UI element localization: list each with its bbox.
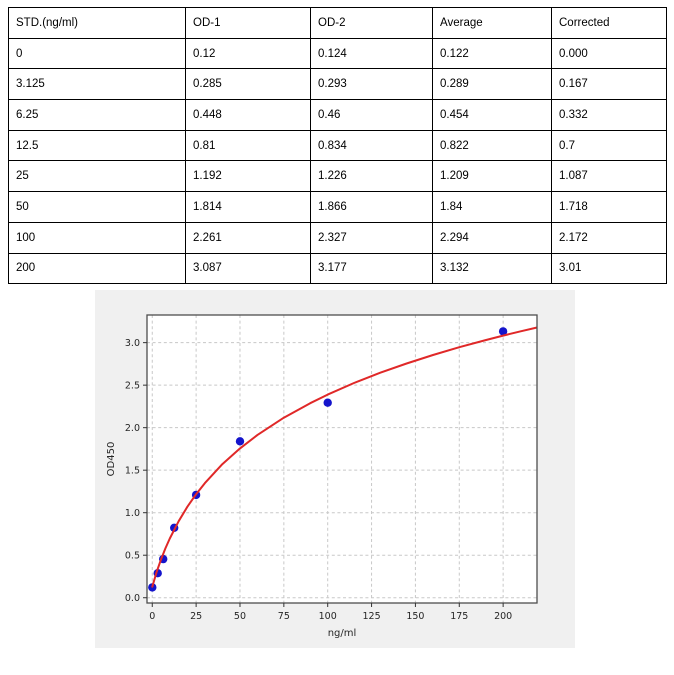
table-cell: 1.226 [310, 160, 433, 193]
table-cell: 2.172 [551, 221, 667, 254]
fitted-curve-line [151, 326, 538, 588]
y-axis-label: OD450 [106, 442, 117, 477]
table-cell: 3.132 [432, 252, 552, 285]
table-header-cell: OD-2 [310, 7, 433, 39]
y-tick-label: 3.0 [125, 338, 140, 349]
table-header-cell: OD-1 [185, 7, 311, 39]
table-row: 6.25 0.448 0.46 0.454 0.332 [8, 99, 667, 131]
table-row: 25 1.192 1.226 1.209 1.087 [8, 160, 667, 193]
table-cell: 100 [8, 221, 186, 254]
x-tick-label: 75 [278, 611, 290, 622]
x-tick-label: 175 [450, 611, 468, 622]
table-cell: 6.25 [8, 99, 186, 131]
y-tick-label: 1.0 [125, 508, 140, 519]
table-cell: 1.814 [185, 191, 311, 223]
standards-table-body: 0 0.12 0.124 0.122 0.000 3.125 0.285 0.293 0.289… [8, 37, 667, 285]
plot-area [147, 315, 537, 603]
x-tick-label: 0 [149, 611, 155, 622]
table-cell: 0.289 [432, 68, 552, 101]
table-cell: 0.448 [185, 99, 311, 131]
y-tick-label: 1.5 [125, 466, 140, 477]
chart-figure: 0 25 50 75 100 125 150 175 200 0.0 0.5 1.0 1.5 2.0 2.5… [95, 290, 575, 648]
table-cell: 0.7 [551, 129, 667, 162]
table-cell: 3.177 [310, 252, 433, 285]
table-cell: 3.087 [185, 252, 311, 285]
table-cell: 0.124 [310, 37, 433, 70]
y-tick-label: 2.0 [125, 423, 140, 434]
x-axis-label: ng/ml [328, 628, 357, 639]
table-row: 200 3.087 3.177 3.132 3.01 [8, 252, 667, 285]
table-cell: 1.84 [432, 191, 552, 223]
table-cell: 2.261 [185, 221, 311, 254]
table-header-cell: Average [432, 7, 552, 39]
table-cell: 0.332 [551, 99, 667, 131]
standard-curve-chart: 0 25 50 75 100 125 150 175 200 0.0 0.5 1.0 1.5 2.0 2.5… [106, 314, 538, 639]
plot-border [146, 314, 538, 604]
table-cell: 1.192 [185, 160, 311, 193]
table-cell: 1.087 [551, 160, 667, 193]
data-point [323, 398, 332, 407]
table-cell: 0.122 [432, 37, 552, 70]
table-cell: 0.285 [185, 68, 311, 101]
data-point [498, 327, 508, 336]
table-row: 3.125 0.285 0.293 0.289 0.167 [8, 68, 667, 101]
table-cell: 0.46 [310, 99, 433, 131]
table-cell: 2.327 [310, 221, 433, 254]
table-cell: 3.01 [551, 252, 667, 285]
x-tick-label: 25 [190, 611, 202, 622]
table-cell: 2.294 [432, 221, 552, 254]
table-cell: 25 [8, 160, 186, 193]
table-row: 50 1.814 1.866 1.84 1.718 [8, 191, 667, 223]
table-row: 100 2.261 2.327 2.294 2.172 [8, 221, 667, 254]
table-cell: 0.12 [185, 37, 311, 70]
table-cell: 200 [8, 252, 186, 285]
x-tick-label: 50 [234, 611, 246, 622]
table-cell: 1.209 [432, 160, 552, 193]
table-cell: 12.5 [8, 129, 186, 162]
table-cell: 0.167 [551, 68, 667, 101]
y-tick-label: 0.0 [125, 593, 140, 604]
table-cell: 0.000 [551, 37, 667, 70]
table-header-cell: STD.(ng/ml) [8, 7, 186, 39]
y-tick-label: 0.5 [125, 551, 140, 562]
table-cell: 1.718 [551, 191, 667, 223]
standards-table-header: STD.(ng/ml) OD-1 OD-2 Average Corrected [8, 7, 667, 39]
data-point [235, 437, 245, 446]
table-cell: 0.81 [185, 129, 311, 162]
x-tick-label: 100 [319, 611, 337, 622]
table-row: 12.5 0.81 0.834 0.822 0.7 [8, 129, 667, 162]
x-tick-label: 125 [362, 611, 380, 622]
table-cell: 0.822 [432, 129, 552, 162]
x-tick-label: 200 [494, 611, 512, 622]
table-header-row: STD.(ng/ml) OD-1 OD-2 Average Corrected [8, 7, 667, 39]
table-header-cell: Corrected [551, 7, 667, 39]
standards-table: STD.(ng/ml) OD-1 OD-2 Average Corrected 0 0.1… [8, 7, 667, 285]
x-tick-label: 150 [406, 611, 424, 622]
table-cell: 0.834 [310, 129, 433, 162]
table-row: 0 0.12 0.124 0.122 0.000 [8, 37, 667, 70]
table-cell: 0 [8, 37, 186, 70]
table-cell: 50 [8, 191, 186, 223]
table-cell: 0.454 [432, 99, 552, 131]
table-cell: 1.866 [310, 191, 433, 223]
y-tick-label: 2.5 [125, 381, 140, 392]
table-cell: 0.293 [310, 68, 433, 101]
table-cell: 3.125 [8, 68, 186, 101]
